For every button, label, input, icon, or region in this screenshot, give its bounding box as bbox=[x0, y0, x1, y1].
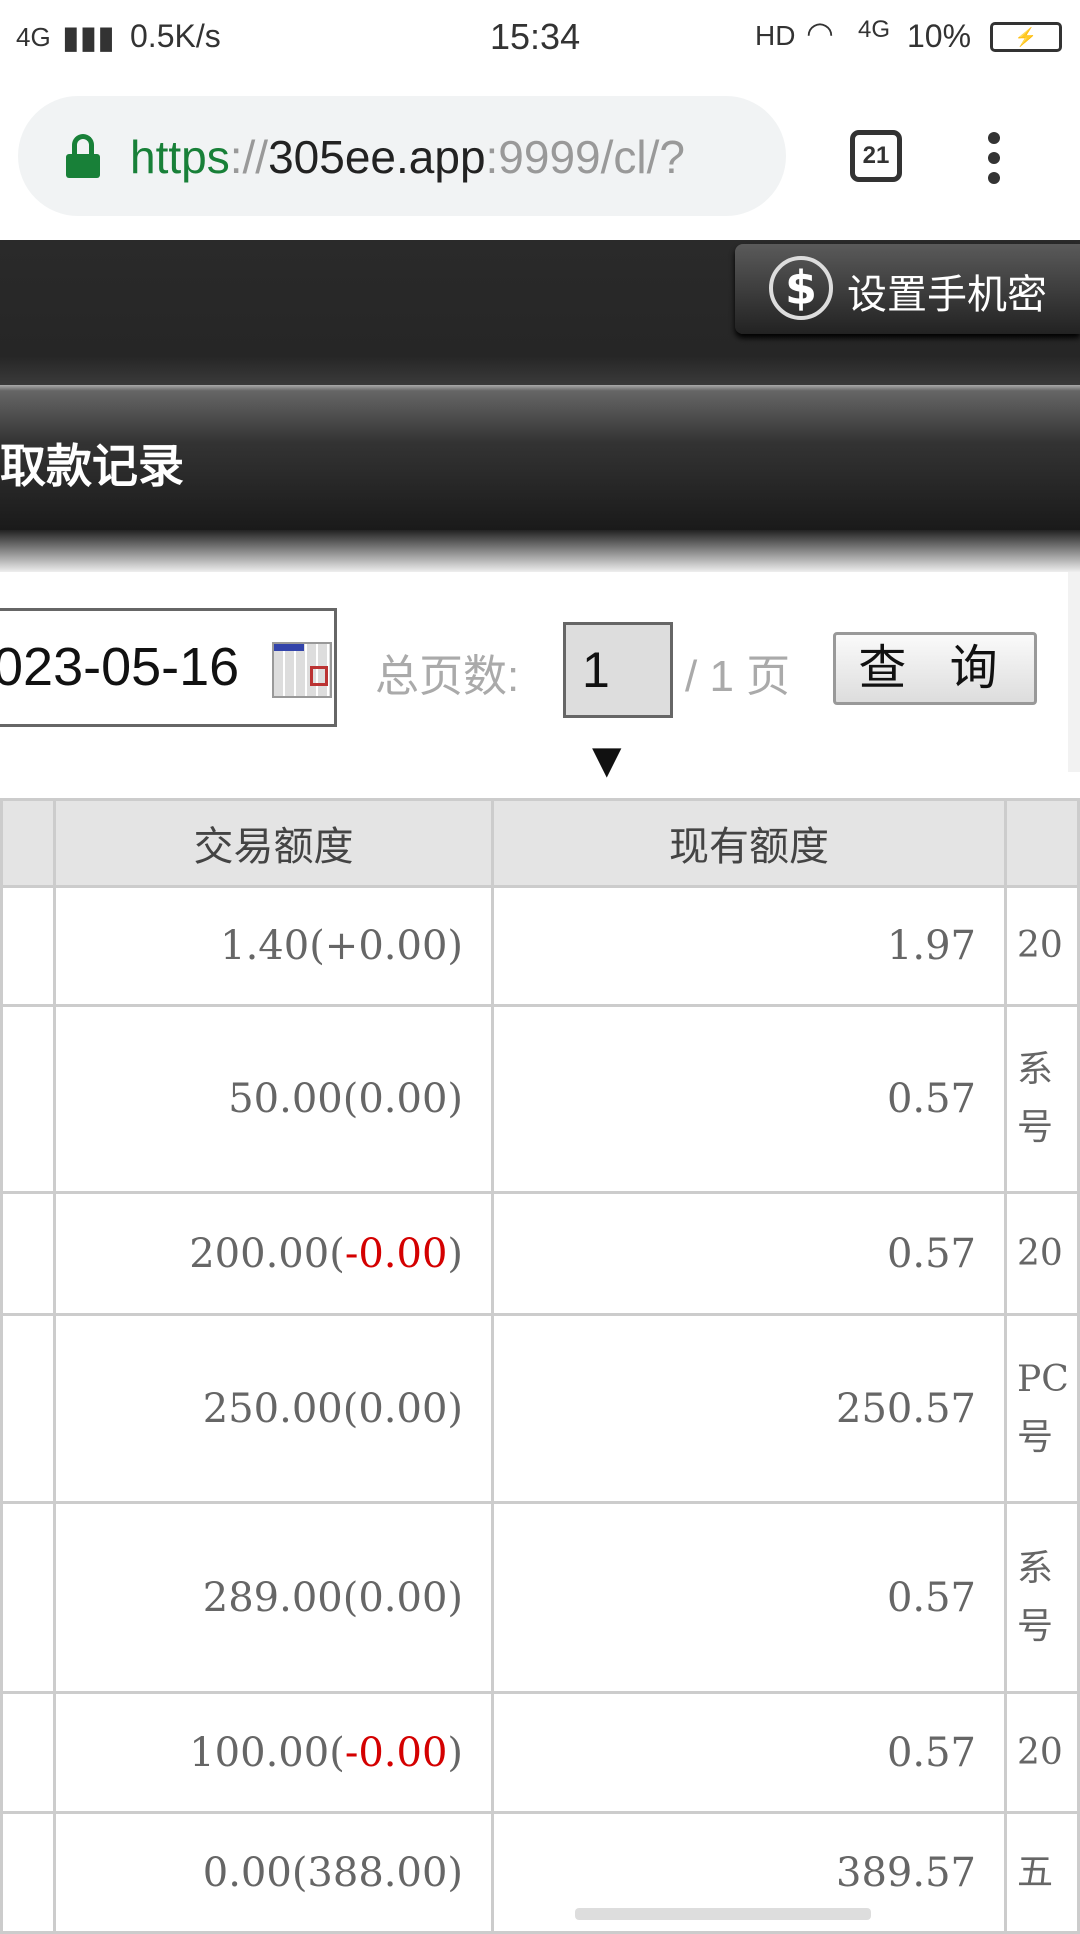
tab-switcher-button[interactable]: 21 bbox=[850, 130, 902, 182]
clock: 15:34 bbox=[490, 16, 581, 57]
note-line: 系 bbox=[1017, 1547, 1054, 1589]
note-cell: 20 bbox=[1004, 1691, 1080, 1814]
page-select[interactable]: 1 ▼ bbox=[563, 622, 673, 788]
set-phone-password-label: 设置手机密 bbox=[847, 272, 1047, 318]
url-path: :9999/cl/? bbox=[485, 131, 686, 183]
table-row: 1.40(+0.00) 1.97 20 bbox=[0, 885, 1080, 1007]
note-line: 号 bbox=[1017, 1416, 1054, 1458]
transaction-amount-cell: 100.00(-0.00) bbox=[53, 1691, 494, 1814]
title-bar bbox=[0, 385, 1080, 530]
horizontal-scrollbar[interactable] bbox=[575, 1908, 871, 1920]
url-text[interactable]: https://305ee.app:9999/cl/? bbox=[130, 130, 685, 184]
adjustment: (+0.00) bbox=[309, 923, 463, 969]
transaction-amount-cell: 289.00(0.00) bbox=[53, 1501, 494, 1694]
lock-icon bbox=[66, 134, 100, 178]
net-speed: 0.5K/s bbox=[130, 18, 221, 54]
query-button[interactable]: 查 询 bbox=[833, 632, 1037, 705]
transaction-amount-cell: 200.00(-0.00) bbox=[53, 1191, 494, 1316]
note-line: 20 bbox=[1017, 1232, 1063, 1274]
note-line: 系 bbox=[1017, 1049, 1054, 1090]
amount: 0.00 bbox=[202, 1849, 292, 1896]
column-header bbox=[1004, 798, 1080, 888]
note-cell: 五 bbox=[1004, 1811, 1080, 1934]
table-row: 0.00(388.00) 389.57 五 bbox=[0, 1811, 1080, 1934]
network-type: 4G bbox=[16, 22, 51, 52]
table-row: 100.00(-0.00) 0.57 20 bbox=[0, 1691, 1080, 1814]
transaction-amount-cell: 1.40(+0.00) bbox=[53, 885, 494, 1007]
current-balance-cell: 250.57 bbox=[491, 1313, 1007, 1504]
adjustment: (0.00) bbox=[342, 1385, 463, 1432]
note-cell: 20 bbox=[1004, 885, 1080, 1007]
page-title: 取款记录 bbox=[0, 439, 184, 493]
hd-indicator: HD bbox=[755, 20, 796, 51]
transaction-amount-cell: 50.00(0.00) bbox=[53, 1004, 494, 1194]
withdrawal-table: 交易额度 现有额度 1.40(+0.00) 1.97 20 50.00(0.00… bbox=[0, 798, 1080, 1934]
note-line: 五 bbox=[1017, 1851, 1054, 1893]
current-balance-cell: 0.57 bbox=[491, 1004, 1007, 1194]
title-bar-shadow bbox=[0, 530, 1080, 572]
adjustment: (0.00) bbox=[342, 1574, 463, 1621]
cell bbox=[0, 1004, 56, 1194]
amount: 250.00 bbox=[202, 1385, 343, 1432]
status-bar: 4G ▮▮▮ 0.5K/s 15:34 HD ◠ 4G 10% ⚡ bbox=[0, 0, 1080, 75]
amount: 50.00 bbox=[228, 1076, 343, 1122]
current-balance-cell: 0.57 bbox=[491, 1691, 1007, 1814]
end-date-input[interactable]: 023-05-16 bbox=[0, 608, 337, 727]
table-row: 50.00(0.00) 0.57 系号 bbox=[0, 1004, 1080, 1194]
column-header-transaction-amount: 交易额度 bbox=[53, 798, 494, 888]
cell bbox=[0, 1501, 56, 1694]
panel-edge bbox=[1068, 572, 1080, 772]
current-balance-cell: 0.57 bbox=[491, 1501, 1007, 1694]
cell bbox=[0, 885, 56, 1007]
amount: 1.40 bbox=[220, 923, 310, 969]
column-header-current-balance: 现有额度 bbox=[491, 798, 1007, 888]
total-pages-label: 总页数: bbox=[375, 652, 520, 701]
page-count-text: / 1 页 bbox=[685, 652, 791, 701]
cell bbox=[0, 1691, 56, 1814]
current-balance-cell: 1.97 bbox=[491, 885, 1007, 1007]
note-cell: 系号 bbox=[1004, 1501, 1080, 1694]
note-cell: 20 bbox=[1004, 1191, 1080, 1316]
note-cell: 系号 bbox=[1004, 1004, 1080, 1194]
address-bar[interactable] bbox=[18, 96, 786, 216]
adjustment-negative: -0.00 bbox=[344, 1729, 448, 1776]
amount: 289.00 bbox=[202, 1574, 343, 1621]
transaction-amount-cell: 0.00(388.00) bbox=[53, 1811, 494, 1934]
menu-icon[interactable] bbox=[988, 132, 1000, 192]
url-host: 305ee.app bbox=[268, 131, 486, 183]
table-row: 200.00(-0.00) 0.57 20 bbox=[0, 1191, 1080, 1316]
cell bbox=[0, 1191, 56, 1316]
amount: 200.00 bbox=[189, 1230, 330, 1277]
battery-charging-icon: ⚡ bbox=[990, 22, 1062, 52]
cell bbox=[0, 1811, 56, 1934]
note-line: 号 bbox=[1017, 1107, 1054, 1148]
column-header bbox=[0, 798, 56, 888]
note-cell: PC 号 bbox=[1004, 1313, 1080, 1504]
wifi-icon: ◠ bbox=[806, 15, 834, 51]
cell bbox=[0, 1313, 56, 1504]
calendar-icon[interactable] bbox=[272, 642, 332, 698]
amount: 100.00 bbox=[189, 1729, 330, 1776]
transaction-amount-cell: 250.00(0.00) bbox=[53, 1313, 494, 1504]
url-scheme: https bbox=[130, 131, 230, 183]
adjustment: (0.00) bbox=[342, 1076, 463, 1122]
current-balance-cell: 0.57 bbox=[491, 1191, 1007, 1316]
dollar-icon: $ bbox=[769, 256, 833, 320]
table-row: 250.00(0.00) 250.57 PC 号 bbox=[0, 1313, 1080, 1504]
table-row: 289.00(0.00) 0.57 系号 bbox=[0, 1501, 1080, 1694]
url-separator: :// bbox=[229, 131, 269, 183]
note-line: 号 bbox=[1017, 1605, 1054, 1647]
battery-level: 10% bbox=[907, 18, 972, 54]
note-line: PC bbox=[1017, 1358, 1069, 1400]
network-type-2: 4G bbox=[858, 16, 891, 43]
signal-icon: ▮▮▮ bbox=[62, 19, 115, 55]
adjustment: (388.00) bbox=[291, 1849, 463, 1896]
set-phone-password-button[interactable]: $ 设置手机密 bbox=[735, 244, 1080, 334]
note-line: 20 bbox=[1017, 925, 1063, 966]
adjustment-negative: -0.00 bbox=[344, 1230, 448, 1277]
note-line: 20 bbox=[1017, 1731, 1063, 1773]
